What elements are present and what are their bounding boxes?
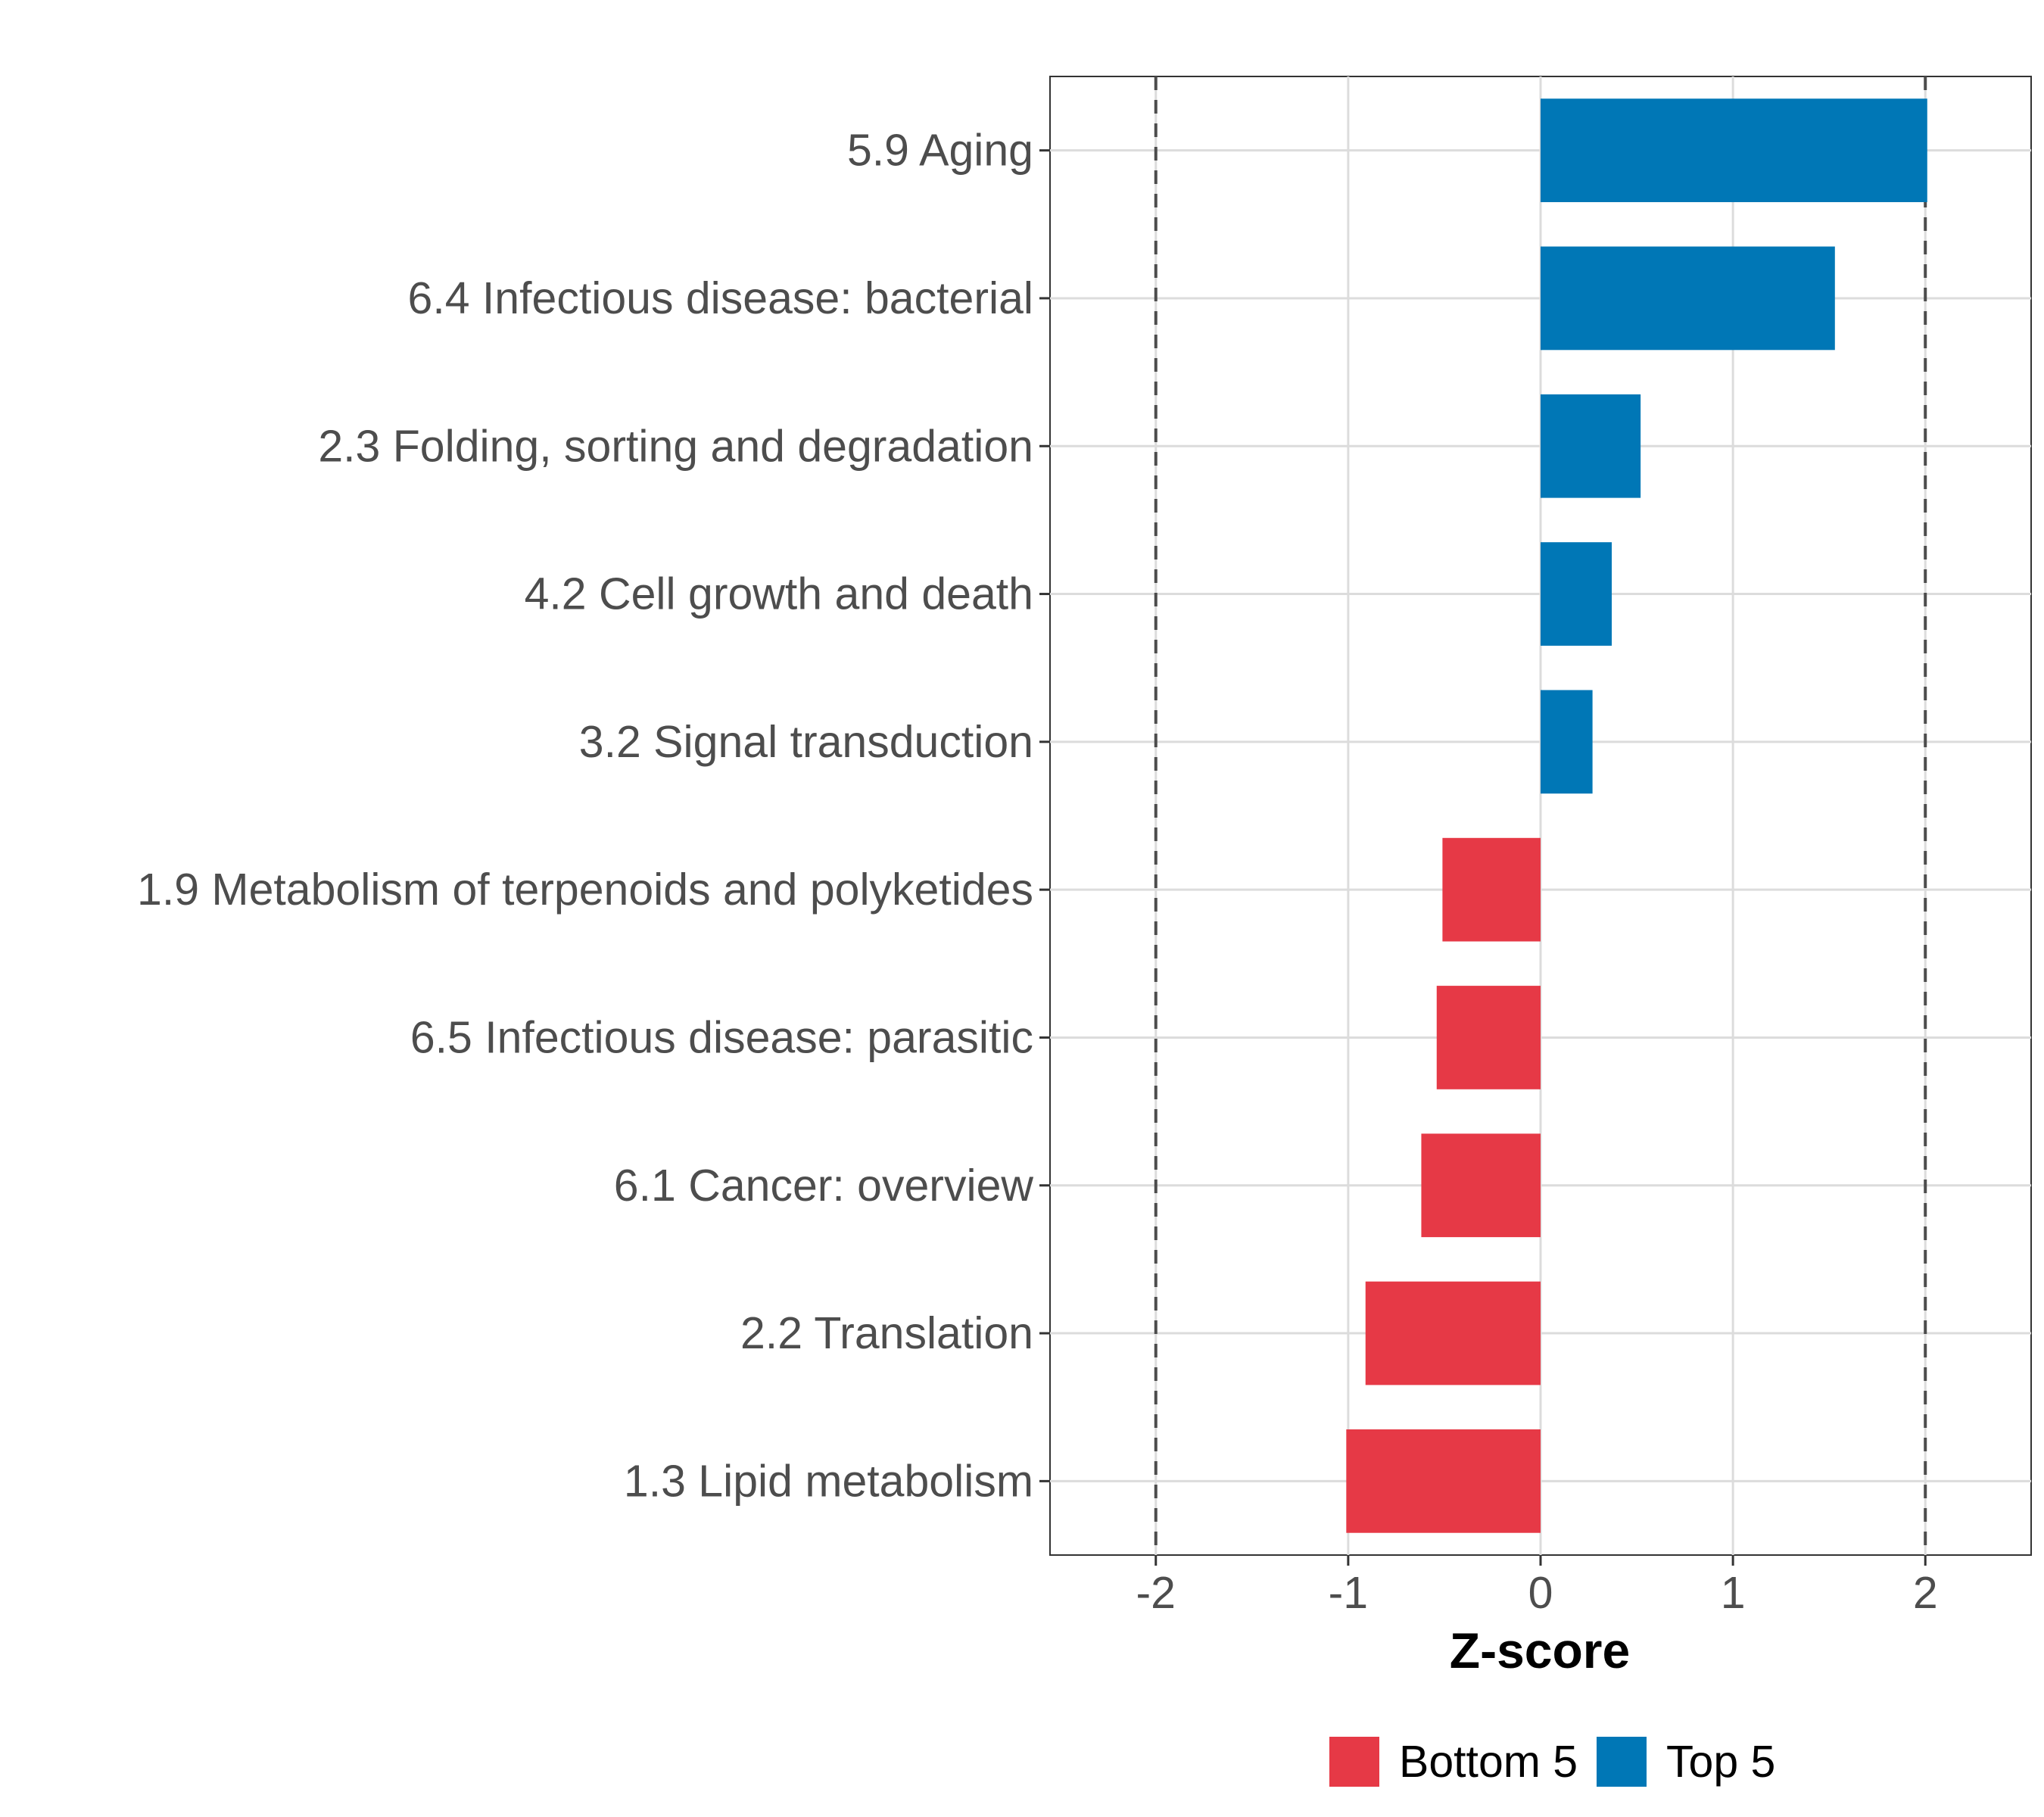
bar-1-3-lipid-metabolism: [1346, 1429, 1541, 1533]
x-axis-title: Z-score: [1450, 1622, 1630, 1678]
legend-label-bottom-5: Bottom 5: [1399, 1737, 1578, 1787]
category-label-2-3-folding-sorting-and-degradation: 2.3 Folding, sorting and degradation: [318, 421, 1033, 471]
bar-4-2-cell-growth-and-death: [1541, 542, 1612, 646]
category-label-1-9-metabolism-of-terpenoids-and-polyketides: 1.9 Metabolism of terpenoids and polyket…: [137, 865, 1033, 915]
bar-2-3-folding-sorting-and-degradation: [1541, 394, 1641, 498]
category-label-1-3-lipid-metabolism: 1.3 Lipid metabolism: [624, 1456, 1033, 1506]
x-tick-label-minus-1: -1: [1329, 1568, 1368, 1618]
category-label-3-2-signal-transduction: 3.2 Signal transduction: [579, 717, 1033, 767]
bar-6-5-infectious-disease-parasitic: [1436, 986, 1541, 1089]
x-axis-ticks: -2 -1 0 1 2: [1136, 1555, 1938, 1618]
x-tick-label-2: 2: [1913, 1568, 1938, 1618]
bar-1-9-metabolism-of-terpenoids-and-polyketides: [1442, 837, 1541, 942]
category-labels: 5.9 Aging 6.4 Infectious disease: bacteri…: [137, 126, 1050, 1506]
category-label-4-2-cell-growth-and-death: 4.2 Cell growth and death: [525, 569, 1033, 619]
category-label-6-1-cancer-overview: 6.1 Cancer: overview: [614, 1161, 1034, 1211]
legend-label-top-5: Top 5: [1666, 1737, 1775, 1787]
bar-5-9-aging: [1541, 98, 1927, 203]
bar-6-1-cancer-overview: [1421, 1133, 1541, 1238]
category-label-6-4-infectious-disease-bacterial: 6.4 Infectious disease: bacterial: [408, 273, 1034, 323]
category-label-5-9-aging: 5.9 Aging: [847, 126, 1033, 176]
category-label-2-2-translation: 2.2 Translation: [740, 1308, 1033, 1358]
legend-swatch-bottom-5: [1329, 1737, 1379, 1787]
category-label-6-5-infectious-disease-parasitic: 6.5 Infectious disease: parasitic: [410, 1012, 1033, 1062]
x-tick-label-minus-2: -2: [1136, 1568, 1176, 1618]
legend-swatch-top-5: [1597, 1737, 1647, 1787]
legend: Bottom 5 Top 5: [1329, 1737, 1775, 1787]
reference-lines: [1154, 76, 1927, 1555]
bar-2-2-translation: [1365, 1281, 1541, 1385]
bars: [1346, 98, 1927, 1533]
bar-6-4-infectious-disease-bacterial: [1541, 246, 1835, 351]
bar-3-2-signal-transduction: [1541, 690, 1593, 794]
x-tick-label-1: 1: [1721, 1568, 1746, 1618]
x-tick-label-0: 0: [1528, 1568, 1553, 1618]
